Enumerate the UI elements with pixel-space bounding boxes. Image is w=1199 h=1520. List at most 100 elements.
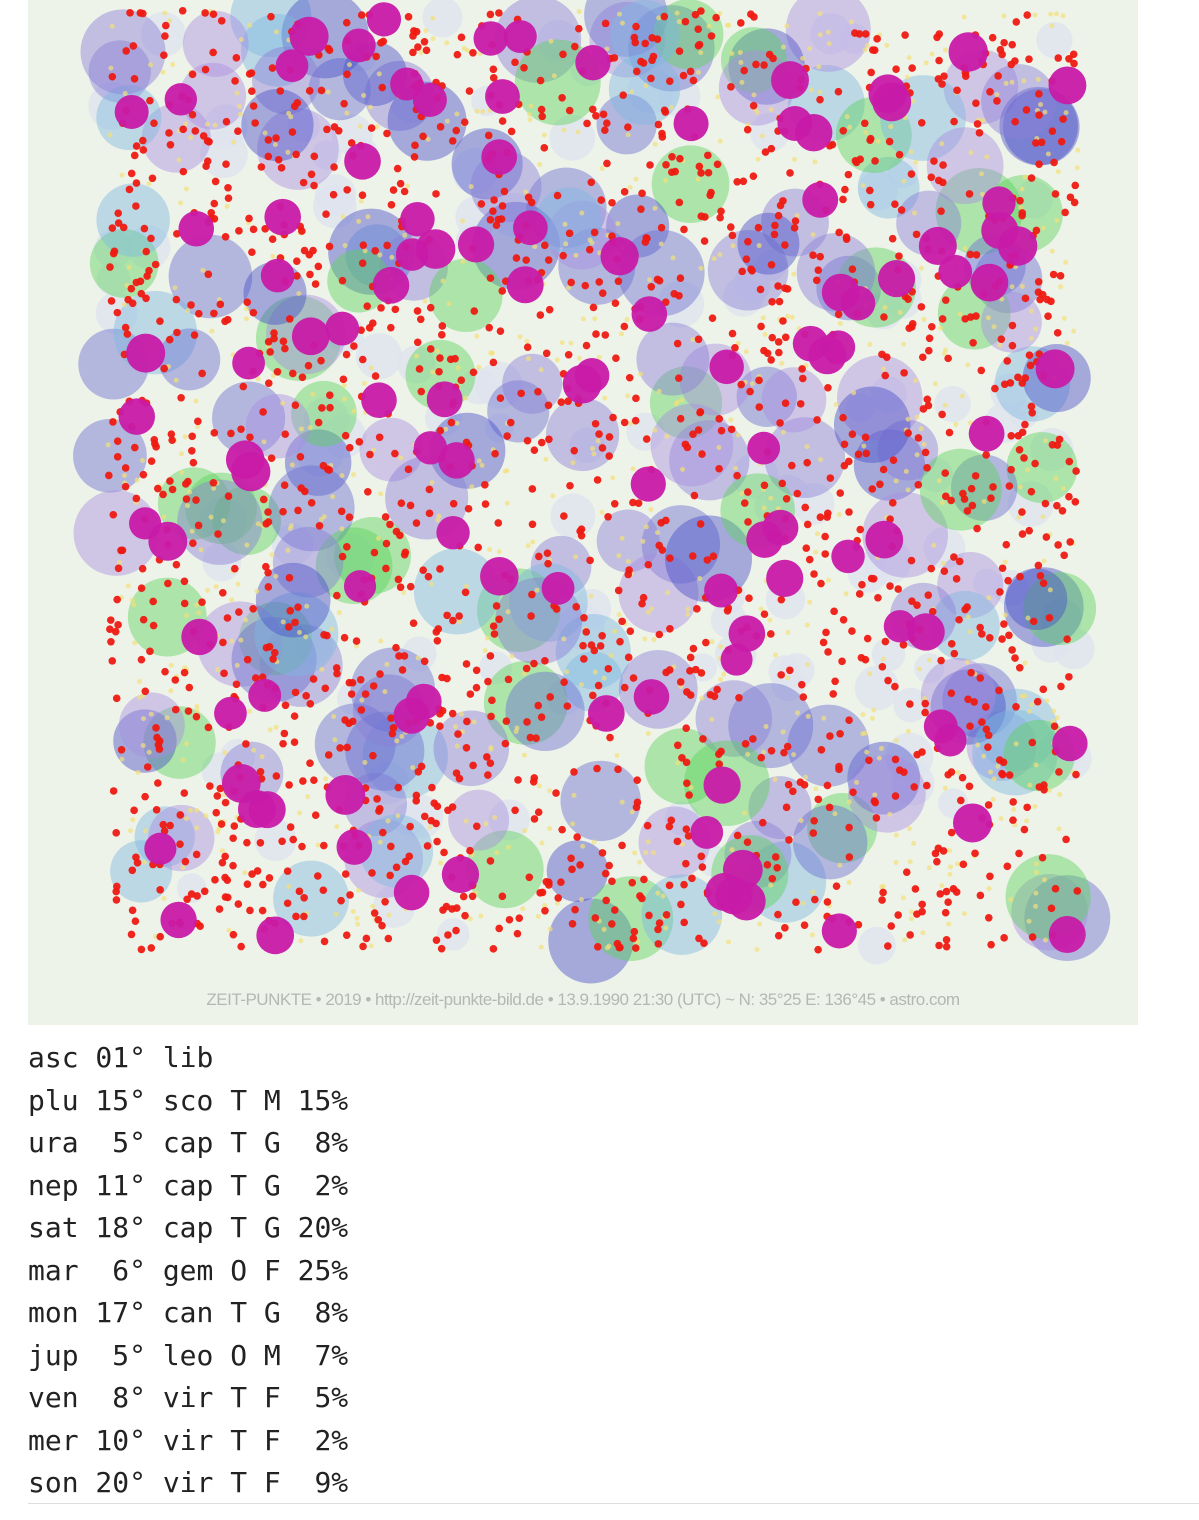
yellow-dot: [810, 889, 816, 895]
red-dot: [311, 280, 320, 288]
pale-dot: [422, 0, 463, 38]
red-dot: [147, 944, 156, 952]
red-dot: [543, 549, 552, 558]
yellow-dot: [867, 671, 873, 677]
red-dot: [317, 356, 325, 365]
red-dot: [1071, 498, 1080, 506]
yellow-dot: [410, 765, 416, 771]
red-dot: [378, 83, 387, 92]
table-cell: asc: [28, 1041, 79, 1074]
yellow-dot: [959, 393, 965, 399]
red-dot: [130, 74, 139, 83]
red-dot: [797, 680, 806, 689]
red-dot: [593, 476, 602, 484]
red-dot: [465, 87, 474, 95]
yellow-dot: [502, 468, 508, 474]
yellow-dot: [1060, 13, 1066, 19]
red-dot: [446, 355, 455, 364]
large-circle: [73, 418, 147, 493]
red-dot: [530, 659, 538, 668]
red-dot: [826, 474, 835, 482]
red-dot: [756, 285, 765, 294]
yellow-dot: [757, 921, 763, 927]
yellow-dot: [863, 130, 869, 136]
red-dot: [937, 656, 945, 665]
large-circle: [284, 429, 352, 496]
pale-dot: [355, 332, 403, 380]
large-circle: [785, 0, 871, 72]
red-dot: [152, 724, 160, 732]
yellow-dot: [297, 810, 303, 816]
table-row: mar 6° gem O F 25%: [28, 1250, 348, 1293]
red-dot: [1008, 321, 1017, 330]
red-dot: [173, 328, 181, 337]
red-dot: [823, 781, 832, 790]
yellow-dot: [168, 688, 174, 694]
red-dot: [941, 492, 950, 501]
red-dot: [817, 579, 825, 588]
red-dot: [217, 820, 226, 828]
yellow-dot: [520, 906, 526, 912]
red-dot: [500, 187, 509, 196]
yellow-dot: [642, 636, 648, 642]
yellow-dot: [1019, 693, 1025, 699]
red-dot: [683, 443, 692, 452]
red-dot: [191, 127, 200, 135]
red-dot: [127, 284, 136, 293]
red-dot: [767, 747, 776, 755]
yellow-dot: [430, 369, 436, 375]
yellow-dot: [758, 606, 764, 612]
red-dot: [879, 465, 888, 474]
yellow-dot: [900, 895, 906, 901]
red-dot: [293, 257, 301, 265]
yellow-dot: [695, 176, 701, 182]
yellow-dot: [551, 73, 557, 79]
red-dot: [1002, 540, 1011, 549]
red-dot: [597, 196, 606, 204]
yellow-dot: [663, 178, 669, 184]
red-dot: [486, 216, 495, 224]
red-dot: [631, 944, 640, 952]
red-dot: [398, 666, 407, 674]
red-dot: [583, 119, 591, 128]
red-dot: [812, 276, 821, 285]
red-dot: [113, 308, 122, 317]
red-dot: [383, 129, 391, 138]
yellow-dot: [440, 278, 446, 284]
table-cell: T: [230, 1296, 248, 1329]
red-dot: [204, 723, 213, 732]
red-dot: [668, 153, 676, 161]
large-circle: [197, 601, 283, 687]
red-dot: [540, 241, 549, 250]
red-dot: [347, 690, 356, 698]
red-dot: [396, 179, 405, 188]
red-dot: [131, 917, 140, 925]
magenta-circle: [821, 913, 857, 949]
red-dot: [123, 330, 132, 338]
red-dot: [1027, 402, 1036, 411]
table-cell: 18°: [95, 1211, 146, 1244]
yellow-dot: [342, 396, 348, 402]
red-dot: [341, 870, 350, 878]
magenta-circle: [1035, 349, 1075, 389]
red-dot: [581, 281, 590, 290]
red-dot: [809, 251, 817, 259]
yellow-dot: [454, 743, 460, 749]
red-dot: [760, 61, 768, 69]
yellow-dot: [1063, 259, 1069, 265]
red-dot: [1003, 357, 1012, 365]
red-dot: [469, 368, 478, 377]
red-dot: [320, 937, 329, 946]
yellow-dot: [1051, 708, 1057, 714]
red-dot: [861, 655, 870, 664]
red-dot: [224, 183, 232, 192]
yellow-dot: [362, 759, 368, 765]
yellow-dot: [460, 218, 466, 224]
red-dot: [1069, 50, 1078, 59]
position-table: asc 01° lib plu 15° sco T M 15% ura 5° cap T G 8% nep 11…: [28, 1037, 348, 1505]
yellow-dot: [643, 850, 649, 856]
yellow-dot: [648, 606, 654, 612]
yellow-dot: [527, 111, 533, 117]
yellow-dot: [1033, 890, 1039, 896]
large-circle: [588, 876, 674, 961]
